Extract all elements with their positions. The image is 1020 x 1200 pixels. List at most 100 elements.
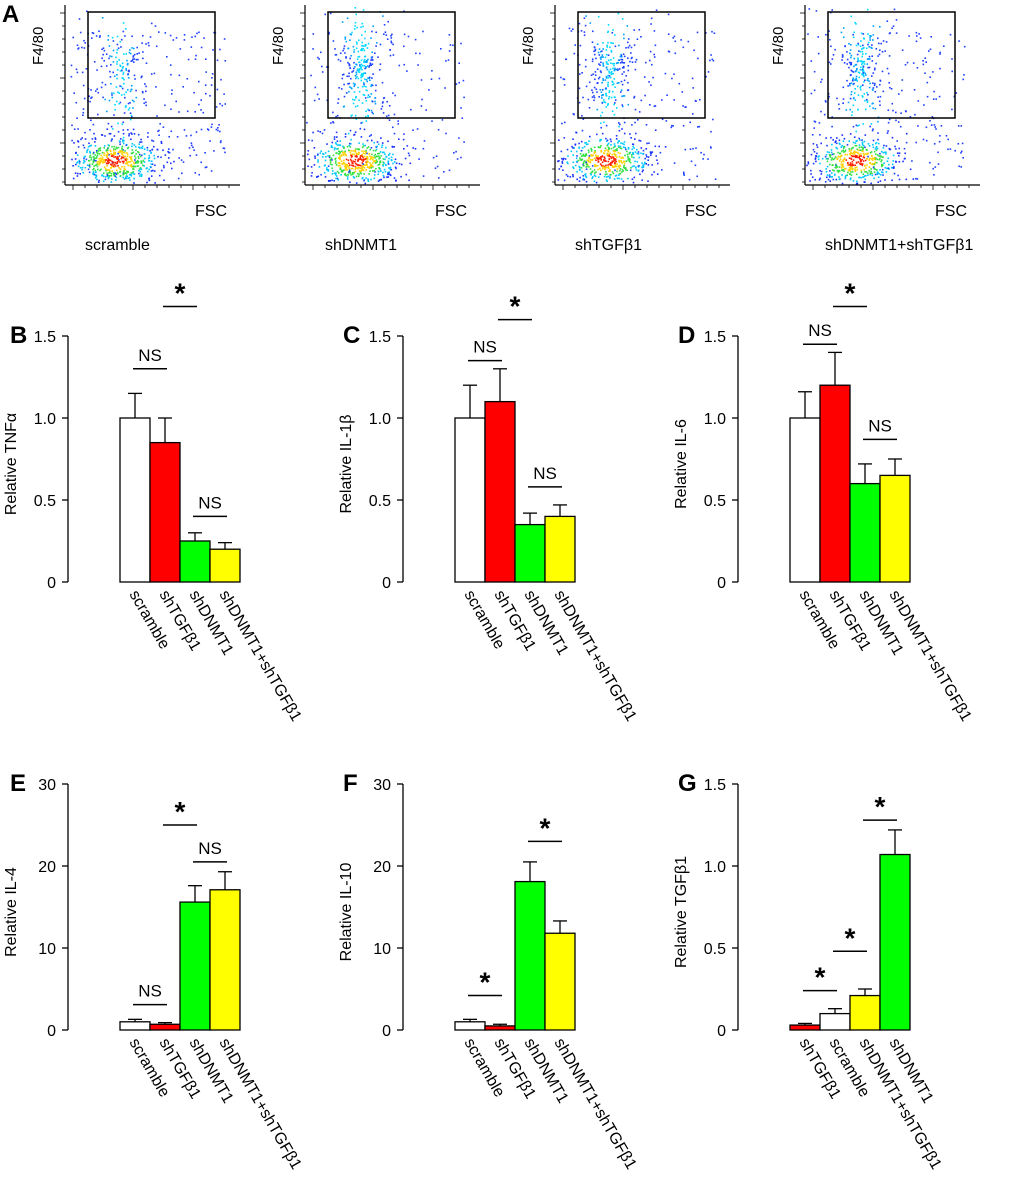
flow-x-label: FSC: [685, 203, 717, 220]
panel-letter-d: D: [678, 322, 695, 349]
bar-shdnmt1-shtgfb1: [849, 994, 881, 1031]
bar-shtgfb1: [789, 1024, 821, 1031]
flow-plot-shdnmt1-shtgfb1: F4/80 FSC shDNMT1+shTGFβ1: [770, 5, 980, 254]
significance-star: *: [845, 277, 856, 308]
category-label-shdnmt1-shtgfb1: shDNMT1+shTGFβ1: [216, 588, 305, 725]
bar-shdnmt1: [179, 901, 211, 1031]
flow-y-label: F4/80: [270, 27, 287, 65]
panel-letter-e: E: [10, 770, 26, 797]
flow-x-label: FSC: [195, 203, 227, 220]
significance-ns: NS: [808, 321, 832, 340]
significance-ns: NS: [138, 982, 162, 1001]
flow-dots: [70, 10, 227, 184]
y-axis-label: Relative IL-6: [673, 419, 690, 509]
bar-shdnmt1: [514, 880, 546, 1031]
bar-shdnmt1-shtgfb1: [544, 932, 576, 1031]
significance-star: *: [480, 967, 491, 998]
y-tick-label: 1.0: [369, 411, 391, 428]
panel-letter-a: A: [2, 1, 19, 28]
y-axis-label: Relative TGFβ1: [673, 856, 690, 968]
y-tick-label: 20: [373, 859, 391, 876]
category-label-shdnmt1-shtgfb1: shDNMT1+shTGFβ1: [551, 1036, 640, 1173]
y-tick-label: 0: [382, 1023, 391, 1040]
significance-ns: NS: [868, 416, 892, 435]
flow-cytometry-panel: A F4/80 FSC scramble F4/80 FSC shDNMT1 F4/80 FSC…: [2, 1, 980, 254]
flow-plot-shdnmt1: F4/80 FSC shDNMT1: [270, 5, 480, 254]
flow-y-label: F4/80: [520, 27, 537, 65]
y-tick-label: 1.5: [704, 777, 726, 794]
y-tick-label: 1.5: [369, 329, 391, 346]
y-tick-label: 0.5: [704, 493, 726, 510]
flow-y-label: F4/80: [770, 27, 787, 65]
flow-sample-label: shDNMT1: [325, 237, 397, 254]
flow-plot-shtgfb1: F4/80 FSC shTGFβ1: [520, 5, 730, 254]
panel-letter-c: C: [343, 322, 360, 349]
significance-star: *: [175, 277, 186, 308]
category-label-shdnmt1-shtgfb1: shDNMT1+shTGFβ1: [216, 1036, 305, 1173]
y-tick-label: 0: [717, 575, 726, 592]
bar-shtgfb1: [484, 1025, 516, 1031]
y-tick-label: 20: [38, 859, 56, 876]
bar-shdnmt1-shtgfb1: [544, 515, 576, 583]
y-tick-label: 0.5: [704, 941, 726, 958]
bar-shtgfb1: [484, 400, 516, 583]
significance-ns: NS: [198, 493, 222, 512]
y-tick-label: 1.5: [704, 329, 726, 346]
y-axis-label: Relative TNFα: [3, 413, 20, 515]
significance-star: *: [510, 291, 521, 322]
significance-star: *: [875, 791, 886, 822]
y-tick-label: 0: [717, 1023, 726, 1040]
y-tick-label: 10: [38, 941, 56, 958]
panel-letter-b: B: [10, 322, 27, 349]
bar-scramble: [819, 1012, 851, 1031]
y-tick-label: 1.0: [34, 411, 56, 428]
gate-rectangle: [827, 11, 956, 119]
y-axis-label: Relative IL-1β: [338, 414, 355, 513]
y-tick-label: 0: [47, 575, 56, 592]
y-tick-label: 0: [382, 575, 391, 592]
bar-scramble: [454, 1021, 486, 1031]
y-tick-label: 10: [373, 941, 391, 958]
significance-ns: NS: [138, 346, 162, 365]
significance-star: *: [175, 796, 186, 827]
y-tick-label: 0.5: [369, 493, 391, 510]
flow-sample-label: shTGFβ1: [575, 237, 642, 254]
bar-shtgfb1: [149, 1023, 181, 1031]
panel-letter-g: G: [678, 770, 697, 797]
significance-ns: NS: [533, 464, 557, 483]
significance-ns: NS: [473, 338, 497, 357]
y-tick-label: 1.0: [704, 859, 726, 876]
category-label-shdnmt1-shtgfb1: shDNMT1+shTGFβ1: [551, 588, 640, 725]
gate-rectangle: [327, 11, 456, 119]
y-tick-label: 30: [373, 777, 391, 794]
flow-sample-label: scramble: [85, 237, 150, 254]
flow-plot-scramble: F4/80 FSC scramble: [30, 5, 240, 254]
y-axis-label: Relative IL-10: [338, 863, 355, 962]
gate-rectangle: [577, 11, 706, 119]
bar-shdnmt1-shtgfb1: [879, 474, 911, 583]
flow-x-label: FSC: [935, 203, 967, 220]
bar-shdnmt1: [849, 482, 881, 583]
significance-star: *: [540, 812, 551, 843]
y-tick-label: 0.5: [34, 493, 56, 510]
panel-letter-f: F: [343, 770, 358, 797]
significance-ns: NS: [198, 839, 222, 858]
bar-shdnmt1: [514, 523, 546, 583]
y-tick-label: 0: [47, 1023, 56, 1040]
y-tick-label: 1.5: [34, 329, 56, 346]
bar-shtgfb1: [819, 384, 851, 583]
bar-shtgfb1: [149, 441, 181, 583]
significance-star: *: [815, 962, 826, 993]
flow-dots: [557, 9, 717, 184]
flow-y-label: F4/80: [30, 27, 47, 65]
y-tick-label: 1.0: [704, 411, 726, 428]
flow-x-label: FSC: [435, 203, 467, 220]
gate-rectangle: [87, 11, 216, 119]
bar-scramble: [119, 417, 151, 583]
